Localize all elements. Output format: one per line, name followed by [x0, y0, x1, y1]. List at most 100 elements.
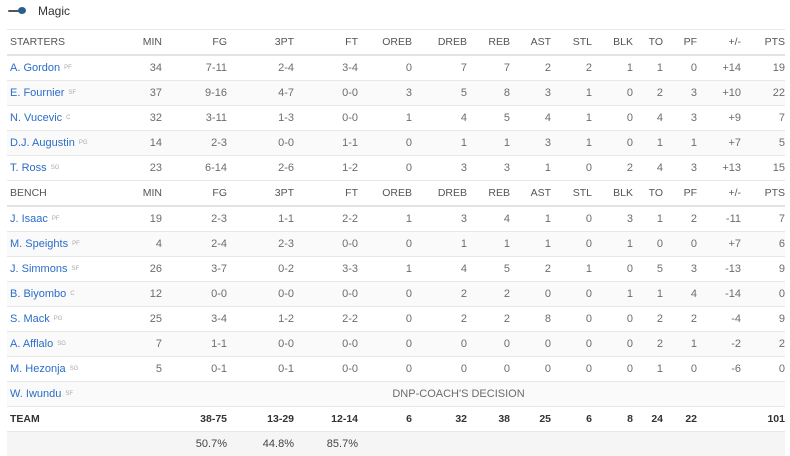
- stat-cell: 0: [663, 55, 697, 81]
- stat-cell: 1-1: [162, 332, 227, 357]
- section-label: STARTERS: [7, 30, 132, 56]
- column-header[interactable]: AST: [510, 181, 551, 207]
- total-cell: [132, 407, 162, 432]
- player-link[interactable]: J. Simmons: [10, 263, 67, 275]
- stat-cell: 19: [132, 206, 162, 232]
- column-header[interactable]: BLK: [592, 181, 633, 207]
- column-header[interactable]: MIN: [132, 30, 162, 56]
- stat-cell: 4: [412, 257, 467, 282]
- column-header[interactable]: 3PT: [227, 30, 294, 56]
- total-cell: 38: [467, 407, 510, 432]
- stat-cell: 3-7: [162, 257, 227, 282]
- stat-cell: 7: [467, 55, 510, 81]
- column-header[interactable]: OREB: [358, 181, 412, 207]
- stat-cell: -13: [697, 257, 741, 282]
- stat-cell: 0: [358, 357, 412, 382]
- stat-cell: 0-0: [227, 131, 294, 156]
- stat-cell: 5: [132, 357, 162, 382]
- player-link[interactable]: B. Biyombo: [10, 288, 66, 300]
- column-header[interactable]: +/-: [697, 181, 741, 207]
- stat-cell: 1: [592, 282, 633, 307]
- stat-cell: 0: [592, 81, 633, 106]
- percentage-cell: [132, 432, 162, 456]
- column-header[interactable]: STL: [551, 181, 592, 207]
- column-header[interactable]: TO: [633, 30, 663, 56]
- player-position: SF: [65, 391, 73, 397]
- stat-cell: -2: [697, 332, 741, 357]
- stat-cell: 1: [467, 131, 510, 156]
- player-link[interactable]: J. Isaac: [10, 213, 48, 225]
- column-header[interactable]: FG: [162, 181, 227, 207]
- column-header[interactable]: PF: [663, 30, 697, 56]
- column-header[interactable]: +/-: [697, 30, 741, 56]
- player-link[interactable]: W. Iwundu: [10, 388, 61, 400]
- stat-cell: +9: [697, 106, 741, 131]
- stat-cell: 5: [633, 257, 663, 282]
- column-header[interactable]: PTS: [741, 181, 785, 207]
- stat-cell: 2: [551, 55, 592, 81]
- player-position: SG: [51, 165, 60, 171]
- stat-cell: 5: [412, 81, 467, 106]
- stat-cell: 1: [510, 232, 551, 257]
- stat-cell: 0: [551, 282, 592, 307]
- player-link[interactable]: N. Vucevic: [10, 112, 62, 124]
- column-header[interactable]: PF: [663, 181, 697, 207]
- column-header[interactable]: DREB: [412, 181, 467, 207]
- stat-cell: +7: [697, 131, 741, 156]
- column-header[interactable]: DREB: [412, 30, 467, 56]
- stat-cell: 2-4: [227, 55, 294, 81]
- stat-cell: 37: [132, 81, 162, 106]
- column-header[interactable]: FG: [162, 30, 227, 56]
- column-header[interactable]: STL: [551, 30, 592, 56]
- stat-cell: 3-4: [162, 307, 227, 332]
- column-header[interactable]: OREB: [358, 30, 412, 56]
- stat-cell: 2: [633, 307, 663, 332]
- player-position: PF: [72, 241, 80, 247]
- stat-cell: 0: [592, 332, 633, 357]
- player-link[interactable]: A. Gordon: [10, 62, 60, 74]
- column-header[interactable]: FT: [294, 181, 358, 207]
- stat-cell: 3: [358, 81, 412, 106]
- column-header[interactable]: AST: [510, 30, 551, 56]
- player-link[interactable]: M. Hezonja: [10, 363, 66, 375]
- stat-cell: 0-0: [162, 282, 227, 307]
- percentage-cell: [551, 432, 592, 456]
- column-header[interactable]: PTS: [741, 30, 785, 56]
- stat-cell: 0-0: [294, 106, 358, 131]
- stat-cell: 23: [132, 156, 162, 181]
- column-header[interactable]: MIN: [132, 181, 162, 207]
- player-link[interactable]: S. Mack: [10, 313, 50, 325]
- player-link[interactable]: A. Afflalo: [10, 338, 53, 350]
- percentage-cell: [510, 432, 551, 456]
- player-position: SG: [57, 341, 66, 347]
- player-link[interactable]: D.J. Augustin: [10, 137, 75, 149]
- stat-cell: 15: [741, 156, 785, 181]
- stat-cell: 0: [358, 232, 412, 257]
- stat-cell: 2: [592, 156, 633, 181]
- column-header[interactable]: BLK: [592, 30, 633, 56]
- stat-cell: 3: [467, 156, 510, 181]
- player-position: PG: [54, 316, 63, 322]
- column-header[interactable]: TO: [633, 181, 663, 207]
- stat-cell: 1: [358, 106, 412, 131]
- column-header[interactable]: FT: [294, 30, 358, 56]
- team-header: Magic: [0, 0, 790, 22]
- stat-cell: 1: [663, 131, 697, 156]
- player-link[interactable]: T. Ross: [10, 162, 47, 174]
- column-header[interactable]: REB: [467, 181, 510, 207]
- player-link[interactable]: E. Fournier: [10, 87, 64, 99]
- stat-cell: 0: [741, 282, 785, 307]
- stat-cell: 4: [633, 156, 663, 181]
- stat-cell: 0-1: [162, 357, 227, 382]
- column-header[interactable]: 3PT: [227, 181, 294, 207]
- stat-cell: 5: [467, 106, 510, 131]
- player-link[interactable]: M. Speights: [10, 238, 68, 250]
- stat-cell: 3: [663, 106, 697, 131]
- stat-cell: 0: [358, 332, 412, 357]
- column-header[interactable]: REB: [467, 30, 510, 56]
